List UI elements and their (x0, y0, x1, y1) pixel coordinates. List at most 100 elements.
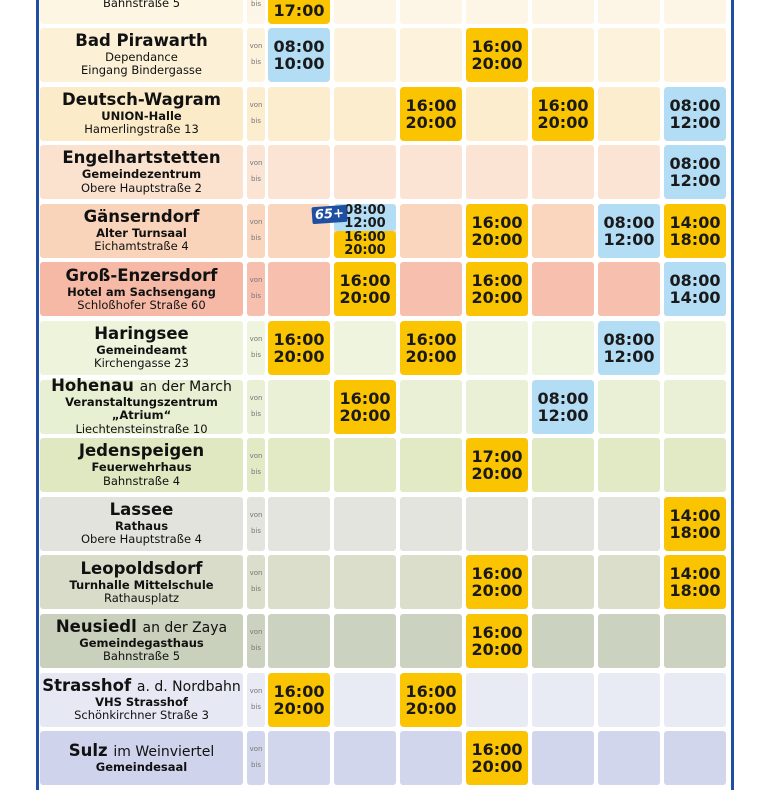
day-cell (268, 145, 330, 200)
time-slot: 17:00 (268, 0, 330, 24)
von-label: von (249, 393, 263, 402)
day-cell (598, 438, 660, 493)
location-cell: Haringsee Gemeindeamt Kirchengasse 23 (40, 321, 243, 375)
time-value: 12:00 (603, 229, 655, 249)
location-title: Haringsee (40, 324, 243, 344)
von-bis-labels: von bis (247, 86, 265, 141)
day-cell (598, 731, 660, 786)
location-cell: Lassee Rathaus Obere Hauptstraße 4 (40, 496, 243, 551)
day-cell: 16:00 20:00 (532, 86, 594, 141)
day-cell (664, 731, 726, 786)
day-cell: 08:00 12:00 (598, 321, 660, 375)
venue-address: Kirchengasse 23 (94, 356, 189, 371)
day-cell (532, 614, 594, 668)
venue-address: Bahnstraße 4 (102, 473, 181, 488)
day-cell (532, 672, 594, 727)
time-value: 20:00 (273, 347, 325, 366)
day-cell (466, 672, 528, 727)
day-cell (268, 555, 330, 610)
day-cell (268, 731, 330, 786)
day-cell (400, 555, 462, 610)
location-title: Gänserndorf (40, 207, 243, 227)
time-value: 20:00 (471, 229, 523, 249)
day-cell (400, 262, 462, 317)
location-cell: Bad Pirawarth Dependance Eingang Bindergas… (40, 28, 243, 82)
time-value: 16:00 (471, 212, 523, 232)
venue-address: Eingang Bindergasse (80, 63, 203, 78)
schedule-row: Engelhartstetten Gemeindezentrum Obere Hau… (40, 145, 728, 200)
von-label: von (249, 510, 263, 519)
time-slot: 16:00 20:00 (268, 321, 330, 375)
day-cell: 08:00 14:00 (664, 262, 726, 317)
location-suffix: an der Zaya (142, 620, 228, 637)
bis-label: bis (250, 702, 262, 711)
location-cell: Sulz im Weinviertel Gemeindesaal (40, 731, 243, 786)
day-cell (334, 731, 396, 786)
time-value: 20:00 (471, 640, 523, 659)
day-cell: 08:00 12:00 (532, 379, 594, 434)
time-value: 20:00 (344, 243, 386, 259)
schedule-row: Gänserndorf Alter Turnsaal Eichamtstraße 4… (40, 203, 728, 259)
time-value: 20:00 (405, 698, 457, 718)
von-label: von (249, 42, 263, 50)
venue-name: Dependance (105, 50, 178, 65)
time-slot: 08:00 14:00 (664, 262, 726, 317)
venue-address: Hamerlingstraße 13 (84, 122, 199, 137)
day-cell: 16:00 20:00 (268, 321, 330, 375)
day-cell: 16:00 20:00 (334, 262, 396, 317)
time-slot: 17:00 20:00 (466, 438, 528, 493)
time-value: 12:00 (669, 112, 721, 132)
time-value: 12:00 (537, 405, 589, 425)
day-cell: 14:00 18:00 (664, 496, 726, 551)
day-cell (598, 28, 660, 82)
location-cell: Neusiedl an der Zaya Gemeindegasthaus Bahn… (40, 614, 243, 668)
day-cell (400, 28, 462, 82)
bis-label: bis (250, 761, 262, 770)
time-value: 16:00 (405, 330, 457, 349)
von-bis-labels: von bis (247, 731, 265, 786)
day-cell (664, 321, 726, 375)
time-value: 08:00 (273, 37, 325, 56)
schedule-row: Jedenspeigen Feuerwehrhaus Bahnstraße 4 von… (40, 438, 728, 493)
time-slot: 14:00 18:00 (664, 203, 726, 258)
time-value: 17:00 (471, 447, 523, 467)
venue-address: Eichamtstraße 4 (94, 239, 189, 254)
time-value: 16:00 (471, 37, 523, 56)
location-title: Hohenau an der March (40, 376, 243, 396)
time-value: 14:00 (669, 505, 721, 525)
day-cell (598, 614, 660, 668)
day-cell (334, 438, 396, 493)
time-value: 16:00 (471, 740, 523, 760)
schedule-row: Lassee Rathaus Obere Hauptstraße 4 von bis 14… (40, 496, 728, 551)
time-value: 16:00 (405, 95, 457, 115)
day-cell: 16:00 20:00 (268, 672, 330, 727)
day-cell (466, 0, 528, 24)
time-value: 18:00 (669, 581, 721, 601)
bis-label: bis (250, 58, 262, 66)
time-slot: 14:00 18:00 (664, 555, 726, 610)
von-label: von (249, 569, 263, 578)
time-value: 20:00 (471, 581, 523, 601)
time-value: 12:00 (344, 216, 386, 232)
von-bis-labels: von bis (247, 555, 265, 610)
time-value: 10:00 (273, 54, 325, 73)
time-value: 14:00 (669, 564, 721, 584)
location-title: Jedenspeigen (40, 441, 243, 461)
venue-name: UNION-Halle (101, 108, 182, 123)
senior-65-badge: 65+ (311, 204, 348, 224)
day-cell: 16:00 20:00 (466, 555, 528, 610)
bis-label: bis (250, 409, 262, 418)
day-cell (334, 496, 396, 551)
venue-address: Schönkirchner Straße 3 (74, 708, 209, 723)
von-label: von (249, 217, 263, 226)
time-value: 20:00 (273, 698, 325, 718)
von-bis-labels: von bis (247, 321, 265, 375)
time-slot: 16:00 20:00 (400, 672, 462, 727)
day-cell (532, 203, 594, 258)
day-cell (268, 86, 330, 141)
schedule-row: Bad Pirawarth Dependance Eingang Bindergas… (40, 28, 728, 82)
time-slot: 16:00 20:00 (532, 86, 594, 141)
day-cell (400, 614, 462, 668)
day-cell (532, 496, 594, 551)
day-cell (664, 0, 726, 24)
